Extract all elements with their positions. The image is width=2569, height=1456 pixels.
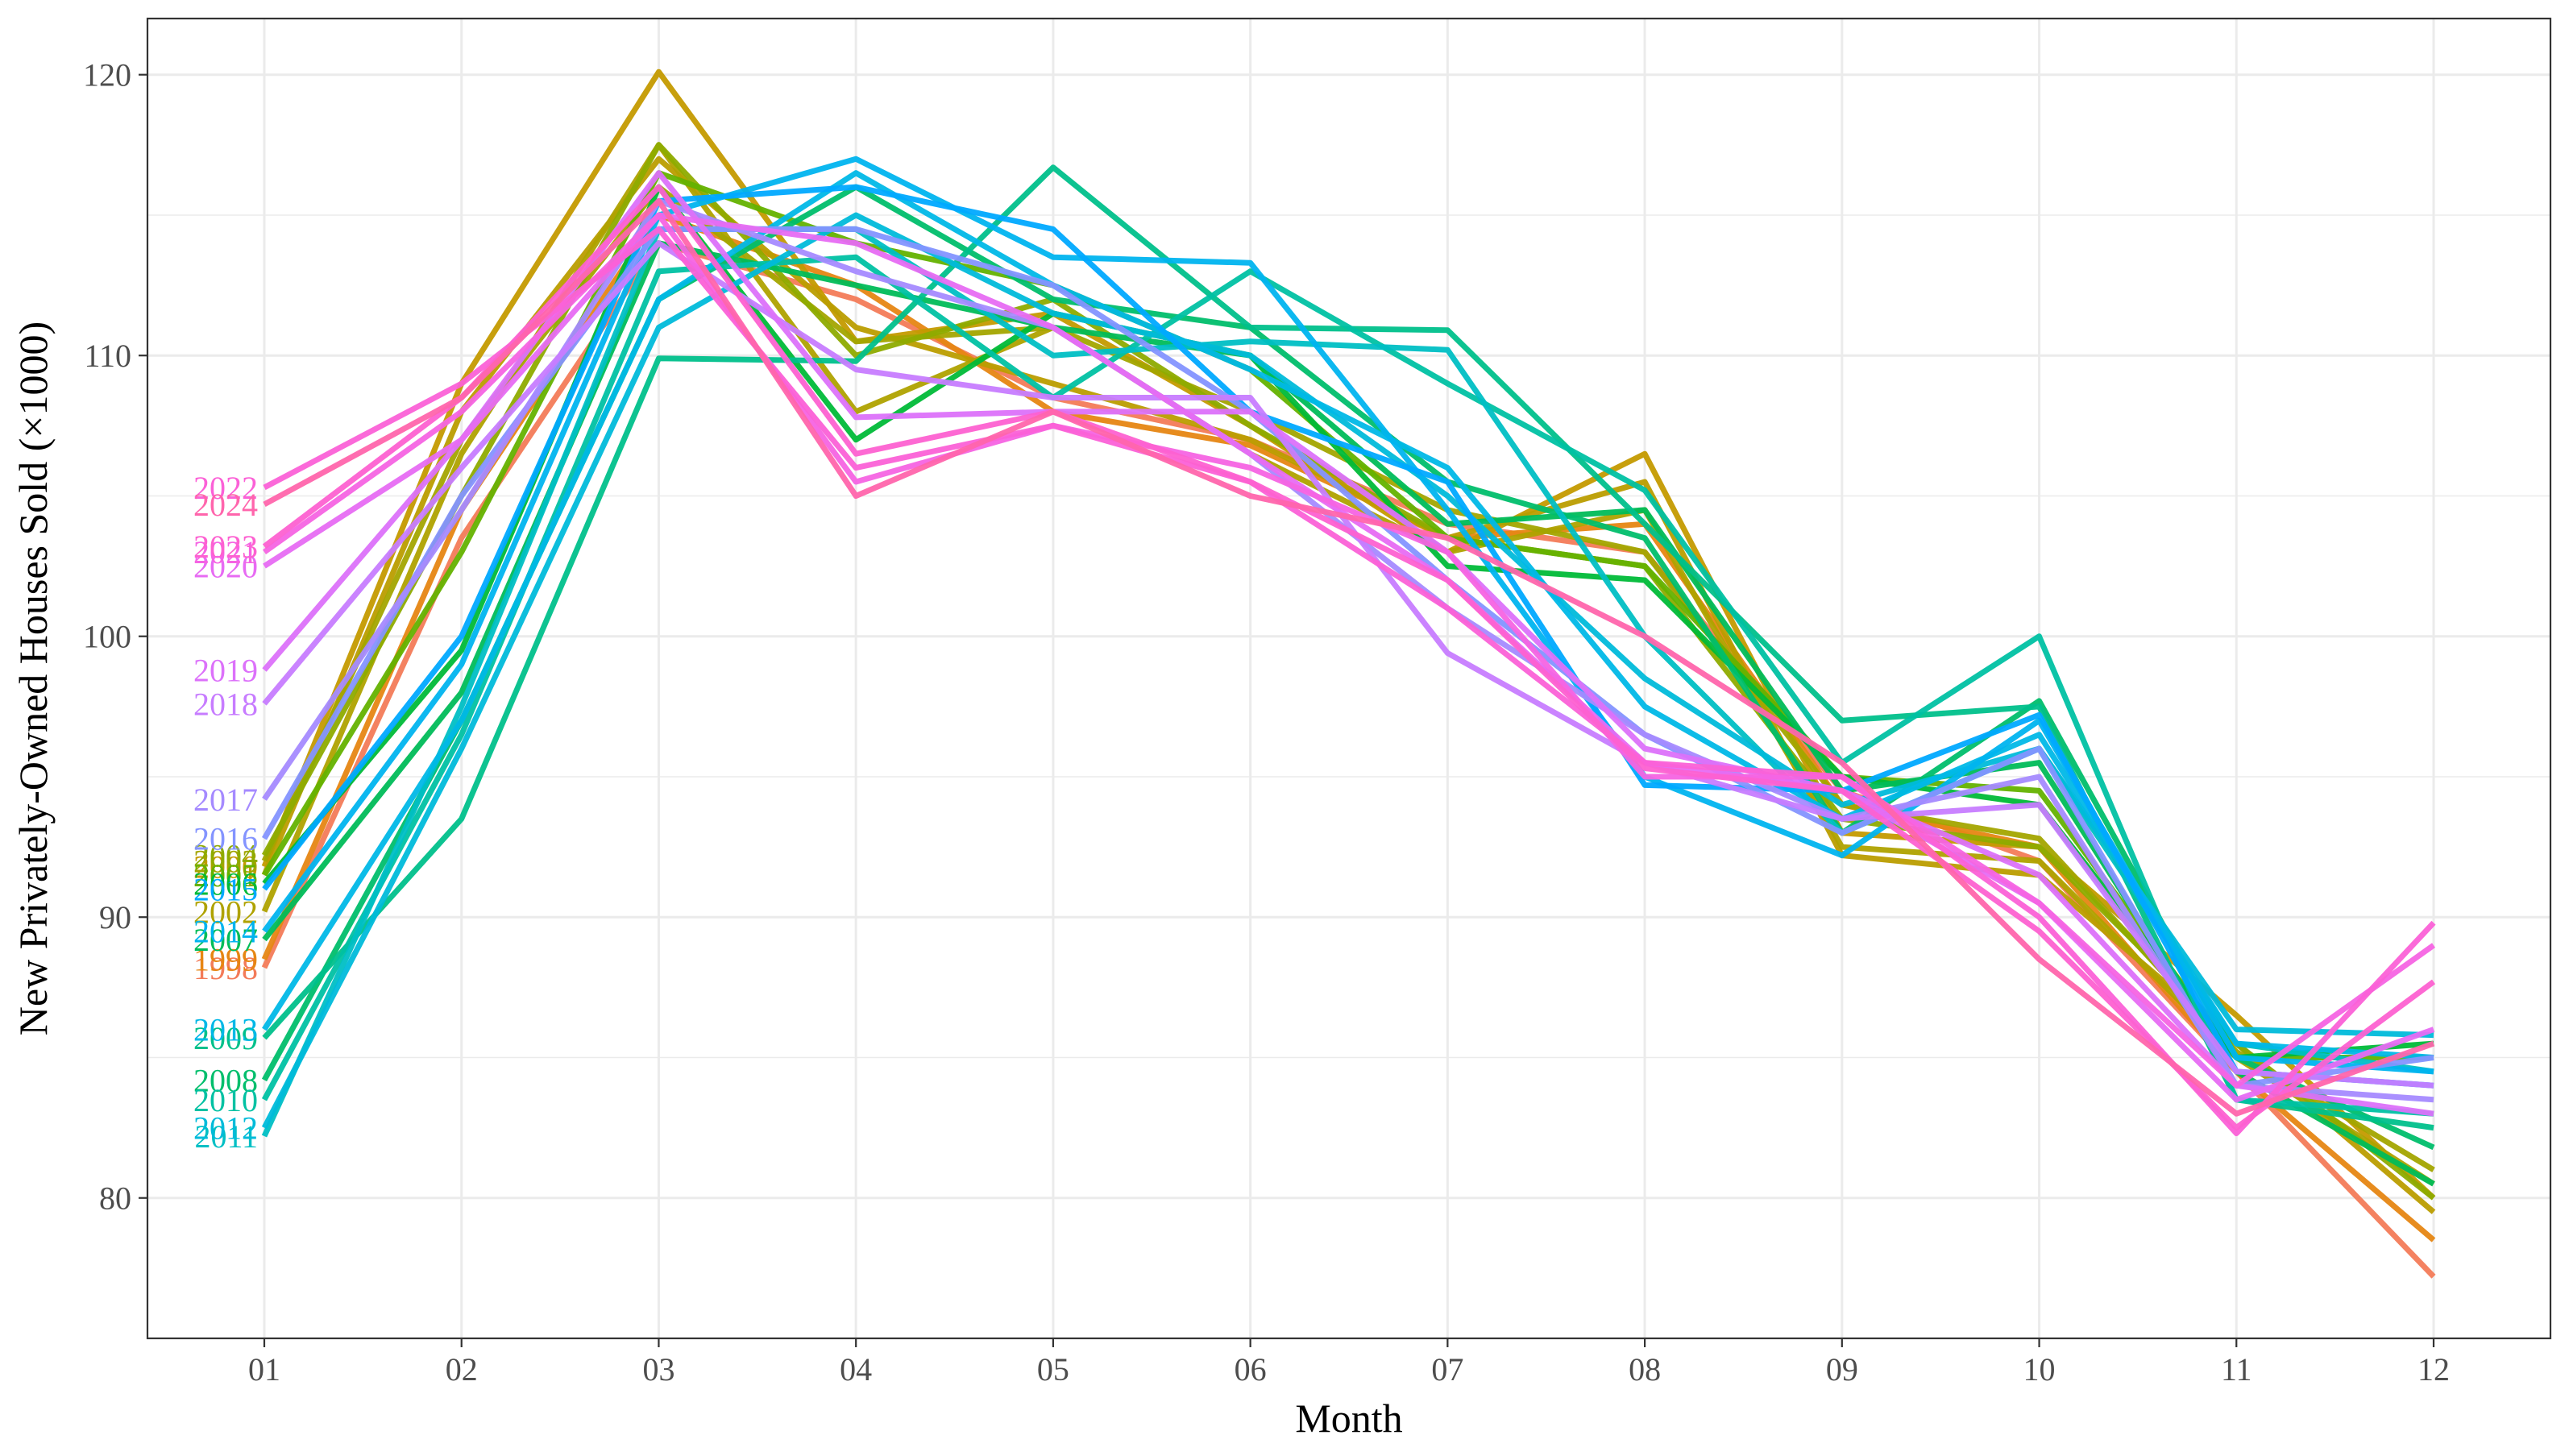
series-line-2023 xyxy=(262,184,2436,1131)
series-line-2022 xyxy=(263,226,2436,1137)
series-label-2016: 2016 xyxy=(193,821,258,857)
series-lines xyxy=(261,68,2436,1279)
x-tick-label: 09 xyxy=(1826,1351,1858,1388)
series-label-2000: 2000 xyxy=(193,849,258,886)
series-label-2007: 2007 xyxy=(193,922,258,958)
x-tick-label: 01 xyxy=(248,1351,280,1388)
plot-border xyxy=(146,17,2552,1340)
series-label-2023: 2023 xyxy=(193,529,258,565)
series-line-2021 xyxy=(262,212,2436,1089)
x-tick-label: 10 xyxy=(2023,1351,2056,1388)
y-tick-label: 100 xyxy=(83,619,131,655)
x-tick-label: 06 xyxy=(1235,1351,1267,1388)
series-label-2009: 2009 xyxy=(193,1020,258,1056)
series-label-2014: 2014 xyxy=(193,914,258,950)
series-label-2020: 2020 xyxy=(193,549,258,585)
series-label-2022: 2022 xyxy=(193,470,258,506)
series-line-2010 xyxy=(261,254,2434,1117)
series-label-2013: 2013 xyxy=(193,1012,258,1048)
x-tick-label: 02 xyxy=(446,1351,478,1388)
series-line-2002 xyxy=(261,142,2435,1187)
y-axis: 80 90 100 110 120 xyxy=(83,57,147,1217)
y-tick-label: 80 xyxy=(99,1180,131,1217)
plot-panel xyxy=(147,19,2550,1338)
series-label-2002: 2002 xyxy=(193,894,258,930)
x-axis: 01 02 03 04 05 06 07 08 09 10 11 12 xyxy=(248,1338,2450,1388)
x-tick-label: 04 xyxy=(840,1351,872,1388)
x-tick-label: 08 xyxy=(1629,1351,1661,1388)
x-tick-label: 03 xyxy=(642,1351,674,1388)
x-tick-label: 05 xyxy=(1037,1351,1069,1388)
y-tick-label: 120 xyxy=(83,57,131,93)
x-tick-label: 11 xyxy=(2221,1351,2252,1388)
series-label-2006: 2006 xyxy=(193,865,258,902)
series-line-2018 xyxy=(262,240,2434,1089)
series-line-2012 xyxy=(261,212,2434,1130)
series-label-2008: 2008 xyxy=(193,1062,258,1098)
x-axis-title: Month xyxy=(1295,1396,1402,1441)
series-line-2024 xyxy=(263,198,2435,1117)
series-label-2021: 2021 xyxy=(193,534,258,570)
series-label-2010: 2010 xyxy=(193,1082,258,1118)
series-line-2019 xyxy=(262,170,2434,1117)
series-label-2018: 2018 xyxy=(193,686,258,722)
series-line-2007 xyxy=(262,240,2435,1187)
series-line-2016 xyxy=(261,226,2434,1089)
major-gridlines xyxy=(147,19,2550,1338)
y-axis-title: New Privately-Owned Houses Sold (×1000) xyxy=(10,321,56,1035)
x-tick-label: 07 xyxy=(1431,1351,1463,1388)
series-label-2015: 2015 xyxy=(193,871,258,907)
x-tick-label: 12 xyxy=(2418,1351,2450,1388)
y-tick-label: 110 xyxy=(84,338,131,374)
series-label-2004: 2004 xyxy=(193,838,258,874)
series-label-2019: 2019 xyxy=(193,653,258,689)
y-tick-label: 90 xyxy=(99,899,131,935)
series-label-2017: 2017 xyxy=(193,782,258,818)
series-label-2012: 2012 xyxy=(193,1110,258,1147)
series-label-2011: 2011 xyxy=(194,1118,258,1155)
series-label-2003: 2003 xyxy=(193,844,258,880)
series-label-2005: 2005 xyxy=(193,857,258,894)
series-label-2024: 2024 xyxy=(193,487,258,523)
series-label-1998: 1998 xyxy=(193,950,258,986)
series-label-2001: 2001 xyxy=(193,857,258,894)
series-line-2013 xyxy=(262,170,2434,1060)
series-label-1999: 1999 xyxy=(193,942,258,978)
